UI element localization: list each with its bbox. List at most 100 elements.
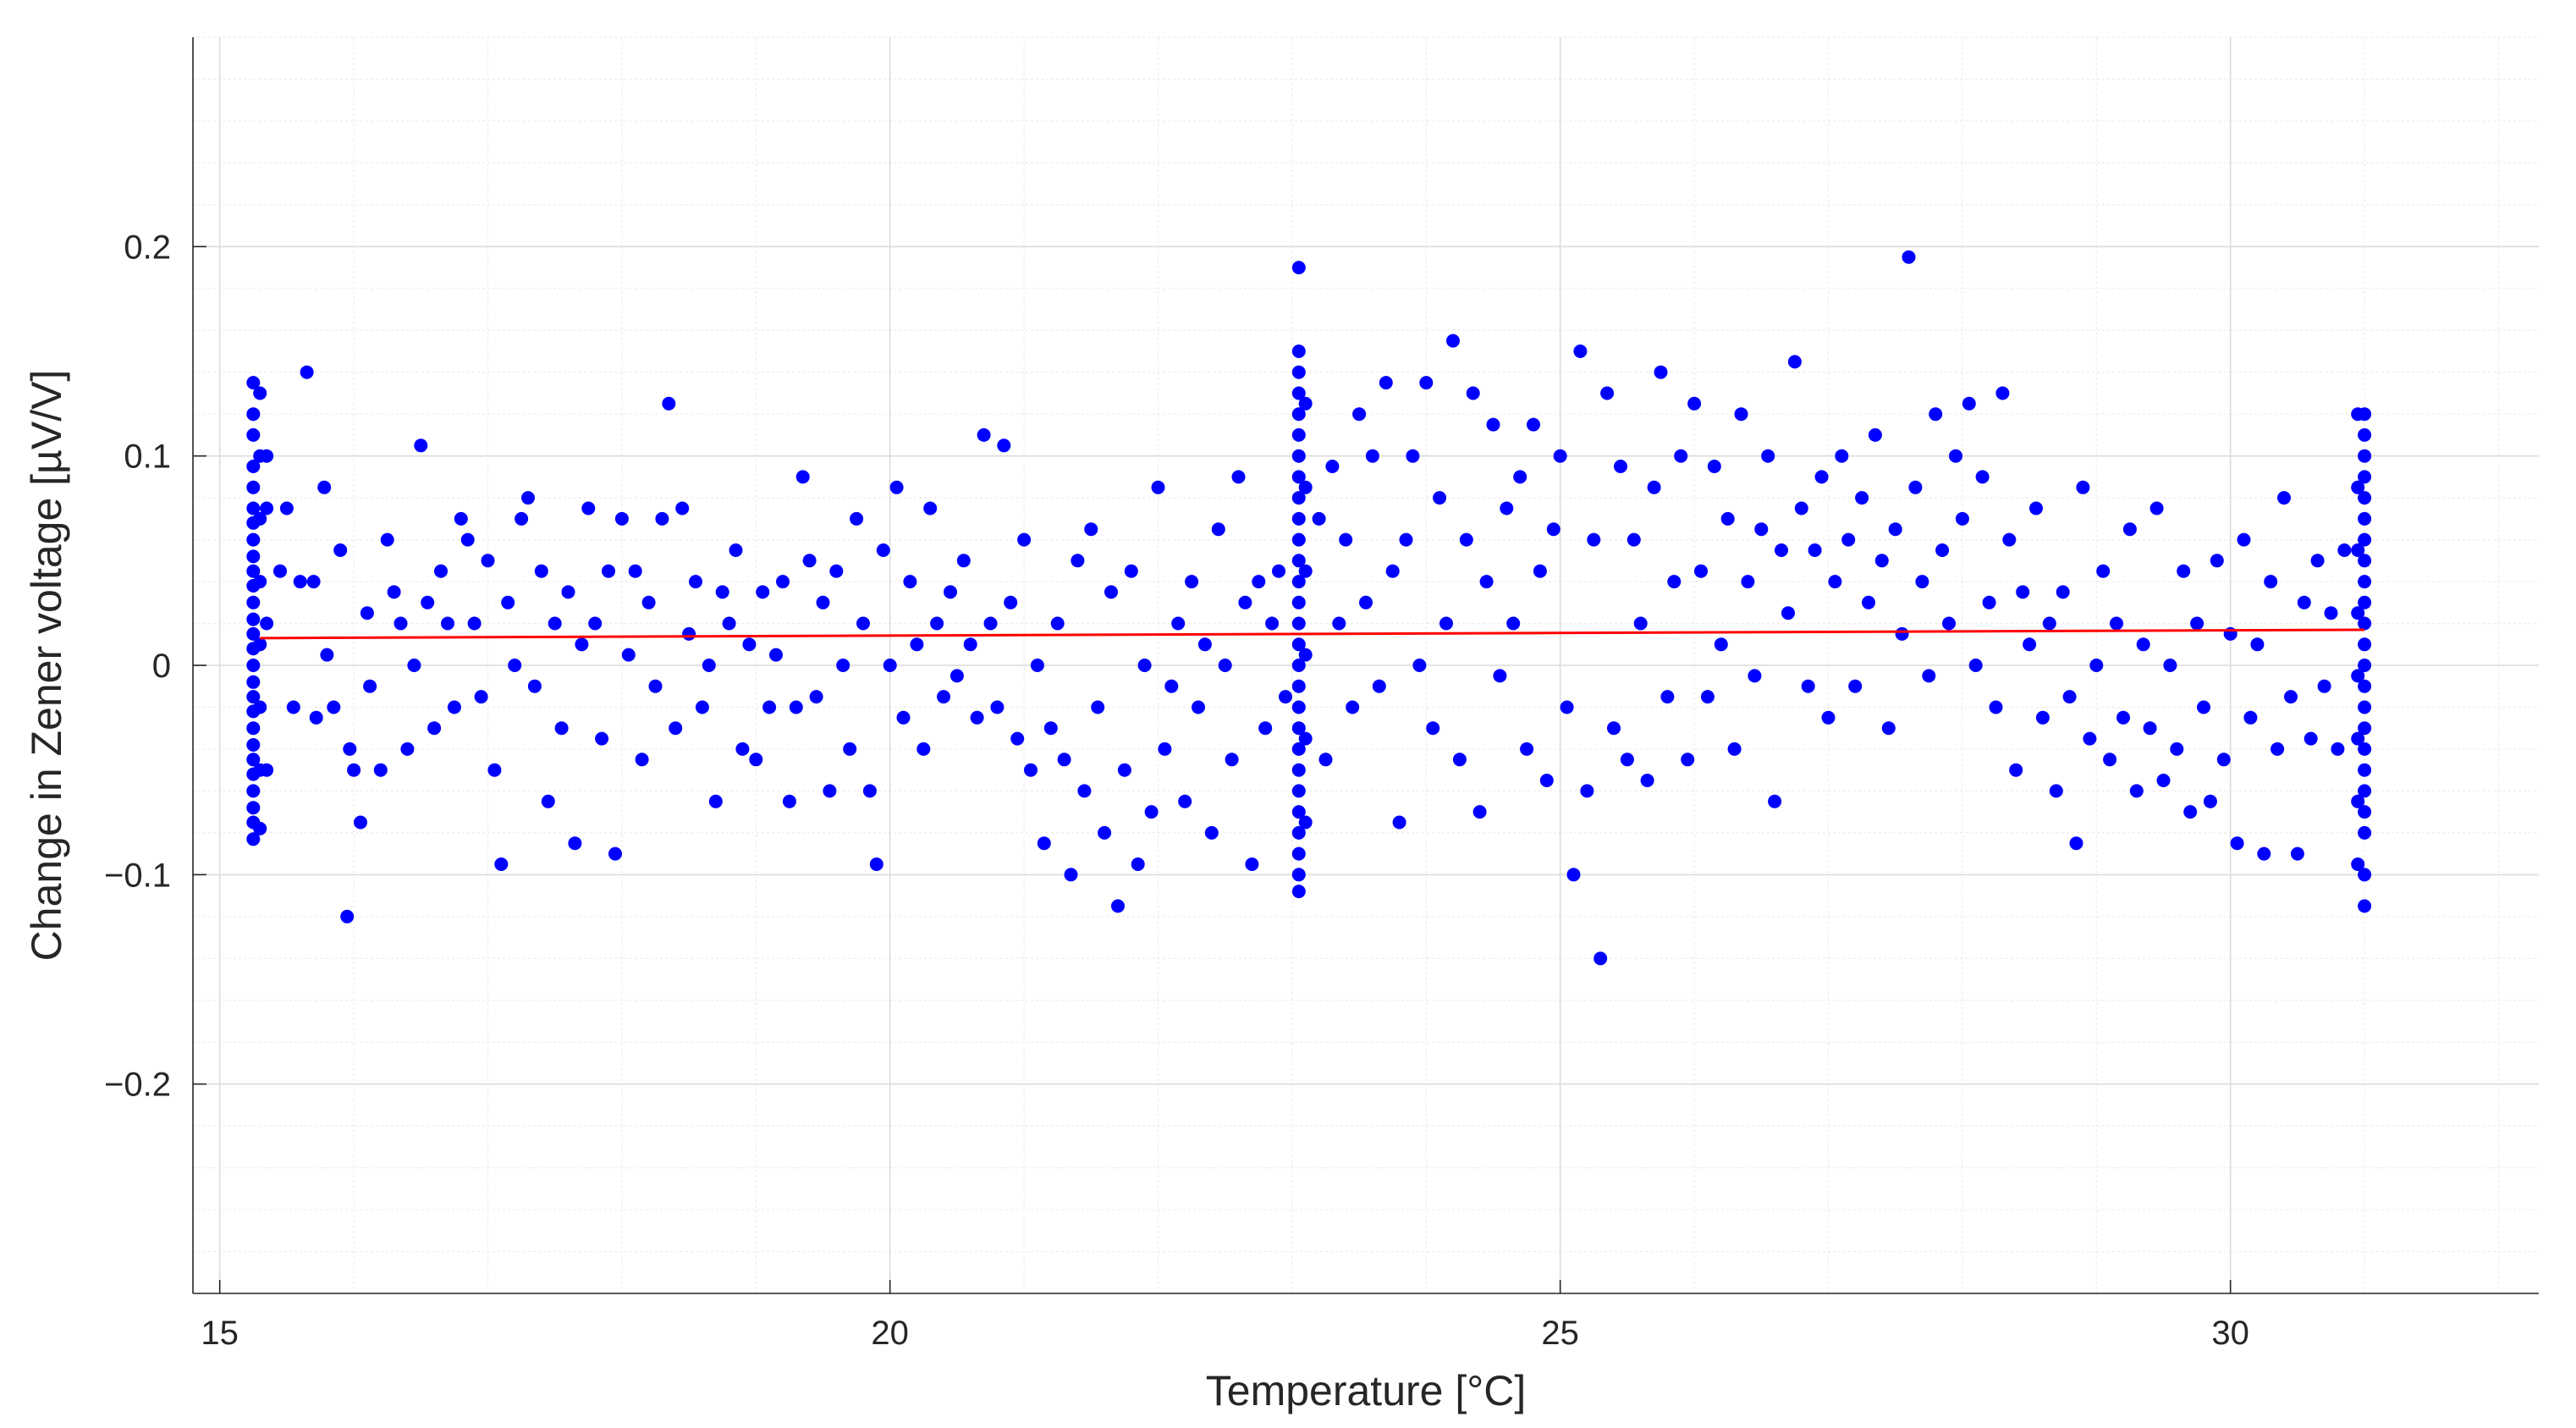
data-point <box>421 595 435 609</box>
data-point <box>246 784 261 798</box>
data-point <box>944 585 957 599</box>
data-point <box>2069 836 2083 851</box>
data-point <box>595 731 609 746</box>
data-point <box>1775 543 1788 557</box>
data-point <box>789 700 803 714</box>
data-point <box>1566 868 1581 882</box>
data-point <box>2358 554 2372 568</box>
data-point <box>1211 522 1225 537</box>
data-point <box>253 575 267 589</box>
data-point <box>2177 564 2191 578</box>
data-point <box>2203 794 2217 808</box>
data-point <box>1298 396 1313 411</box>
data-point <box>246 832 261 846</box>
data-point <box>460 532 475 547</box>
data-point <box>260 763 274 777</box>
data-point <box>2310 554 2325 568</box>
data-point <box>735 742 750 756</box>
data-point <box>380 532 394 547</box>
data-point <box>2358 575 2372 589</box>
data-point <box>2271 742 2285 756</box>
data-point <box>1050 616 1065 631</box>
y-tick-labels: −0.2 −0.1 0 0.1 0.2 <box>104 229 171 1103</box>
data-point <box>309 710 323 725</box>
data-point <box>1915 575 1929 589</box>
data-point <box>427 721 442 736</box>
data-point <box>1024 763 1038 777</box>
data-point <box>521 491 535 505</box>
data-point <box>508 659 522 672</box>
data-point <box>1318 753 1333 767</box>
data-point <box>2163 659 2177 672</box>
data-point <box>869 857 883 871</box>
data-point <box>2351 606 2365 620</box>
data-point <box>1131 857 1145 871</box>
data-point <box>1291 763 1306 777</box>
data-point <box>1412 659 1427 672</box>
data-point <box>2358 825 2372 840</box>
data-point <box>2317 679 2331 693</box>
data-point <box>2358 595 2372 609</box>
data-point <box>1030 659 1044 672</box>
data-point <box>253 700 267 714</box>
data-point <box>447 700 461 714</box>
data-point <box>1527 417 1540 432</box>
data-point <box>279 501 294 516</box>
data-point <box>2049 784 2063 798</box>
data-point <box>1808 543 1822 557</box>
data-point <box>1192 700 1205 714</box>
data-point <box>1667 575 1682 589</box>
data-point <box>1406 449 1420 463</box>
data-point <box>246 564 261 578</box>
data-point <box>1660 690 1675 704</box>
data-point <box>1037 836 1051 851</box>
data-point <box>1258 721 1273 736</box>
data-point <box>1995 386 2010 400</box>
data-point <box>246 612 261 626</box>
y-tick-label: 0.1 <box>124 438 171 476</box>
y-tick-label: −0.1 <box>104 857 171 894</box>
data-point <box>1573 345 1588 358</box>
data-point <box>253 637 267 652</box>
data-point <box>1291 575 1306 589</box>
data-point <box>1225 753 1239 767</box>
data-point <box>1218 659 1232 672</box>
data-point <box>2089 659 2104 672</box>
data-point <box>1291 491 1306 505</box>
data-point <box>1500 501 1514 516</box>
data-point <box>1922 669 1936 683</box>
data-point <box>246 753 261 767</box>
data-point <box>1902 250 1916 264</box>
data-point <box>1868 427 1882 442</box>
data-point <box>903 575 917 589</box>
data-point <box>1546 522 1560 537</box>
data-point <box>1794 501 1808 516</box>
data-point <box>883 659 897 672</box>
data-point <box>2358 407 2372 422</box>
data-point <box>1325 460 1340 473</box>
data-point <box>1291 261 1306 275</box>
data-point <box>689 575 702 589</box>
data-point <box>1587 532 1601 547</box>
data-point <box>1057 753 1071 767</box>
data-point <box>2297 595 2311 609</box>
data-point <box>253 386 267 400</box>
data-point <box>708 794 723 808</box>
data-point <box>1486 417 1500 432</box>
data-point <box>1754 522 1769 537</box>
data-point <box>246 460 261 473</box>
data-point <box>889 480 904 494</box>
data-point <box>1533 564 1547 578</box>
data-point <box>949 669 964 683</box>
data-point <box>343 742 357 756</box>
data-point <box>246 690 261 704</box>
data-point <box>1720 511 1735 526</box>
data-point <box>1098 825 1112 840</box>
data-point <box>1385 564 1400 578</box>
data-point <box>1874 554 1889 568</box>
data-point <box>1071 554 1085 568</box>
data-point <box>2358 721 2372 736</box>
data-point <box>1291 846 1306 861</box>
data-point <box>2351 794 2365 808</box>
data-point <box>1553 449 1567 463</box>
